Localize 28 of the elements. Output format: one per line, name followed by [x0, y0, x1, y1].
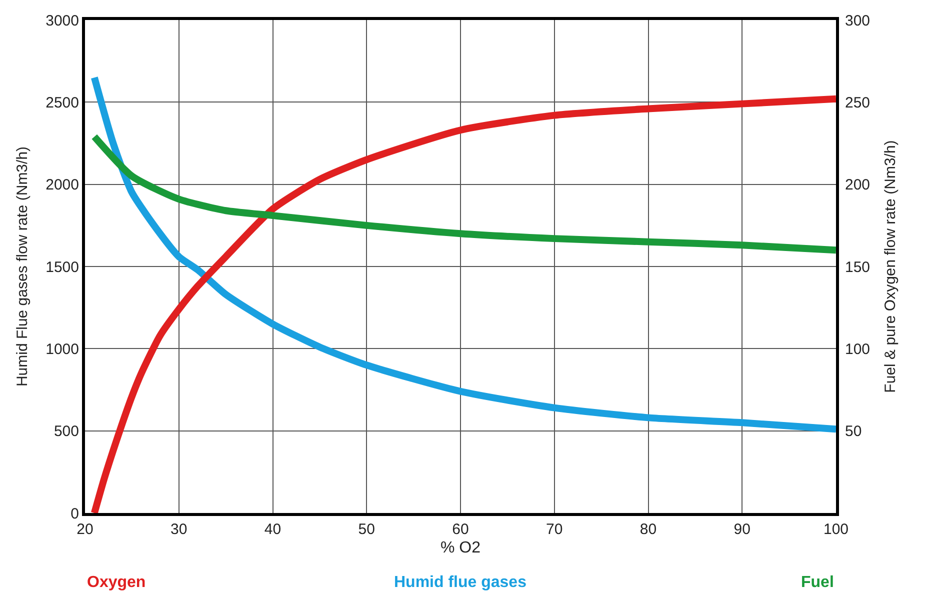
y-tick-label: 500	[54, 423, 79, 440]
x-tick-label: 20	[76, 521, 94, 538]
x-tick-label: 60	[452, 521, 469, 538]
y2-tick-label: 100	[845, 340, 870, 358]
y2-tick-label: 150	[845, 258, 870, 276]
y2-axis-title: Fuel & pure Oxygen flow rate (Nm3/h)	[882, 140, 900, 393]
y-tick-label: 0	[70, 505, 79, 522]
y-tick-label: 3000	[46, 12, 79, 30]
y2-tick-label: 300	[845, 12, 870, 30]
text: Fuel	[801, 574, 834, 591]
text: Humid flue gases	[394, 574, 527, 591]
y-axis-title: Humid Flue gases flow rate (Nm3/h)	[14, 146, 31, 387]
x-tick-label: 100	[823, 521, 849, 538]
text: Oxygen	[87, 574, 146, 591]
x-tick-label: 70	[546, 521, 563, 538]
y2-tick-label: 50	[845, 423, 862, 440]
y-tick-label: 1500	[46, 258, 79, 276]
x-tick-label: 90	[734, 521, 750, 538]
y2-tick-label: 250	[845, 94, 870, 112]
x-tick-label: 50	[358, 521, 375, 538]
y-tick-label: 2000	[46, 176, 79, 194]
x-tick-label: 30	[170, 521, 188, 538]
x-tick-label: 40	[264, 521, 282, 538]
x-axis-title: % O2	[440, 540, 481, 557]
y-tick-label: 1000	[46, 340, 79, 358]
y-tick-label: 2500	[46, 94, 79, 112]
x-tick-label: 80	[640, 521, 657, 538]
y2-tick-label: 200	[845, 176, 870, 194]
